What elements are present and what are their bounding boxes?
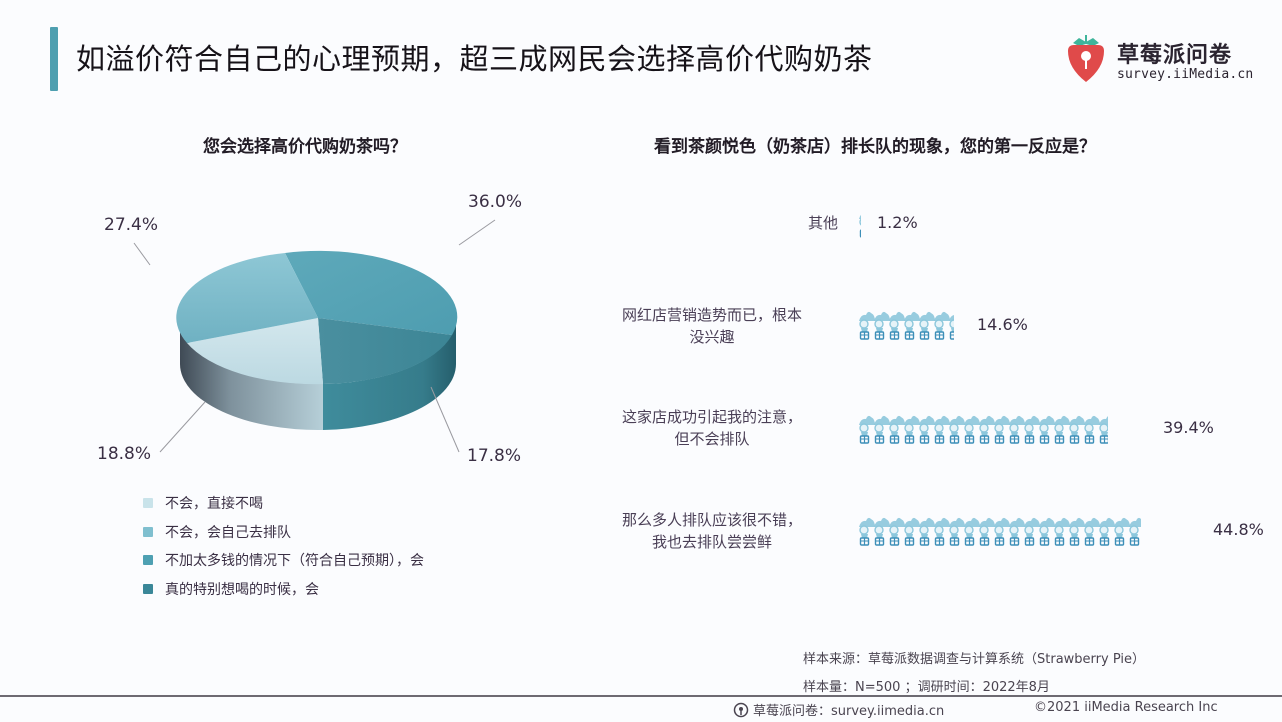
- row-label-line: 没兴趣: [689, 328, 735, 346]
- row-value: 44.8%: [1213, 520, 1264, 539]
- milk-tea-cup-icon: [1129, 517, 1141, 546]
- milk-tea-cup-icon: [1039, 415, 1055, 444]
- strawberry-icon: [1068, 35, 1104, 82]
- row-label-line: 这家店成功引起我的注意，: [622, 408, 803, 426]
- title-accent-bar: [50, 27, 58, 91]
- pie-label-18-8: 18.8%: [97, 444, 152, 464]
- milk-tea-cup-icon: [934, 415, 950, 444]
- milk-tea-cup-icon: [1024, 415, 1040, 444]
- milk-tea-cup-icon: [919, 415, 935, 444]
- milk-tea-cup-icon: [874, 517, 890, 546]
- milk-tea-cup-icon: [859, 415, 875, 444]
- logo-name: 草莓派问卷: [1117, 43, 1233, 68]
- milk-tea-cup-icon: [904, 311, 920, 340]
- legend-item: 不会，直接不喝: [143, 489, 424, 518]
- milk-tea-cup-icon: [859, 517, 875, 546]
- milk-tea-cup-icon: [889, 517, 905, 546]
- milk-tea-cup-icon: [964, 415, 980, 444]
- row-label-line: 网红店营销造势而已，根本: [622, 306, 803, 324]
- milk-tea-cup-icon: [904, 415, 920, 444]
- milk-tea-cup-icon: [1084, 415, 1100, 444]
- milk-tea-cup-icon: [1099, 416, 1108, 444]
- milk-tea-cup-icon: [949, 314, 954, 340]
- milk-tea-cup-icon: [1009, 517, 1025, 546]
- milk-tea-cup-icon: [904, 517, 920, 546]
- milk-tea-cup-icon: [1114, 517, 1130, 546]
- milk-tea-cup-icon: [979, 415, 995, 444]
- milk-tea-cup-icon: [1084, 517, 1100, 546]
- milk-tea-cup-icon: [919, 311, 935, 340]
- legend-item: 不加太多钱的情况下（符合自己预期），会: [143, 546, 424, 575]
- page-title: 如溢价符合自己的心理预期，超三成网民会选择高价代购奶茶: [76, 42, 873, 76]
- legend-swatch: [143, 555, 153, 566]
- legend-item: 不会，会自己去排队: [143, 518, 424, 547]
- milk-tea-cup-icon: [979, 517, 995, 546]
- footer-left: 草莓派问卷：survey.iimedia.cn: [733, 700, 944, 719]
- row-label: 那么多人排队应该很不错， 我也去排队尝尝鲜: [622, 509, 802, 553]
- row-label: 网红店营销造势而已，根本 没兴趣: [622, 304, 802, 348]
- pie-label-36: 36.0%: [468, 192, 523, 212]
- row-value: 39.4%: [1163, 418, 1214, 437]
- row-label-line: 那么多人排队应该很不错，: [622, 511, 803, 529]
- row-value: 1.2%: [877, 213, 918, 232]
- row-label: 这家店成功引起我的注意， 但不会排队: [622, 406, 802, 450]
- legend-item: 真的特别想喝的时候，会: [143, 575, 424, 604]
- footer-divider: [0, 695, 1282, 697]
- legend-label: 不加太多钱的情况下（符合自己预期），会: [165, 553, 424, 570]
- pictograph-row: [857, 307, 954, 341]
- legend-swatch: [143, 583, 153, 594]
- milk-tea-cup-icon: [859, 311, 875, 340]
- milk-tea-cup-icon: [1054, 415, 1070, 444]
- milk-tea-cup-icon: [949, 415, 965, 444]
- milk-tea-cup-icon: [1009, 415, 1025, 444]
- footer-url: 草莓派问卷：survey.iimedia.cn: [753, 704, 945, 719]
- legend-label: 不会，直接不喝: [165, 496, 263, 513]
- milk-tea-cup-icon: [934, 311, 950, 340]
- milk-tea-cup-icon: [964, 517, 980, 546]
- right-chart-title: 看到茶颜悦色（奶茶店）排长队的现象，您的第一反应是？: [654, 137, 1096, 157]
- pie-label-27: 27.4%: [104, 215, 159, 235]
- milk-tea-cup-icon: [994, 517, 1010, 546]
- milk-tea-cup-icon: [1054, 517, 1070, 546]
- pie-chart: 36.0% 27.4% 18.8% 17.8%: [0, 0, 600, 480]
- sample-source: 样本来源：草莓派数据调查与计算系统（Strawberry Pie）: [803, 652, 1145, 667]
- legend-swatch: [143, 498, 153, 509]
- legend-label: 不会，会自己去排队: [165, 524, 291, 541]
- pictograph-row: [857, 205, 861, 239]
- row-label-other: 其他: [808, 212, 838, 234]
- row-label-line: 我也去排队尝尝鲜: [652, 533, 773, 551]
- milk-tea-cup-icon: [919, 517, 935, 546]
- brand-logo: 草莓派问卷 survey.iiMedia.cn: [1064, 34, 1264, 86]
- legend-label: 真的特别想喝的时候，会: [165, 581, 319, 598]
- milk-tea-cup-icon: [889, 311, 905, 340]
- legend-swatch: [143, 526, 153, 537]
- left-chart-title: 您会选择高价代购奶茶吗？: [203, 137, 407, 157]
- row-label-line: 但不会排队: [674, 430, 750, 448]
- logo-url: survey.iiMedia.cn: [1117, 67, 1254, 82]
- sample-size: 样本量：N=500 ；调研时间：2022年8月: [803, 680, 1050, 695]
- pie-chart-graphic: [133, 219, 496, 453]
- milk-tea-cup-icon: [1069, 415, 1085, 444]
- pictograph-row: [857, 411, 1108, 445]
- milk-tea-cup-icon: [874, 311, 890, 340]
- milk-tea-cup-icon: [1069, 517, 1085, 546]
- pie-label-17-8: 17.8%: [467, 446, 522, 466]
- pictograph-row: [857, 513, 1141, 547]
- milk-tea-cup-icon: [994, 415, 1010, 444]
- milk-tea-cup-icon: [934, 517, 950, 546]
- pie-legend: 不会，直接不喝 不会，会自己去排队 不加太多钱的情况下（符合自己预期），会 真的…: [143, 489, 424, 603]
- milk-tea-cup-icon: [949, 517, 965, 546]
- row-label-line: 其他: [808, 214, 839, 232]
- logo-mark-icon: [733, 702, 749, 717]
- footer-copyright: ©2021 iiMedia Research Inc: [1034, 700, 1218, 715]
- milk-tea-cup-icon: [1039, 517, 1055, 546]
- milk-tea-cup-icon: [859, 214, 861, 238]
- milk-tea-cup-icon: [889, 415, 905, 444]
- row-value: 14.6%: [977, 315, 1028, 334]
- milk-tea-cup-icon: [1024, 517, 1040, 546]
- milk-tea-cup-icon: [874, 415, 890, 444]
- milk-tea-cup-icon: [1099, 517, 1115, 546]
